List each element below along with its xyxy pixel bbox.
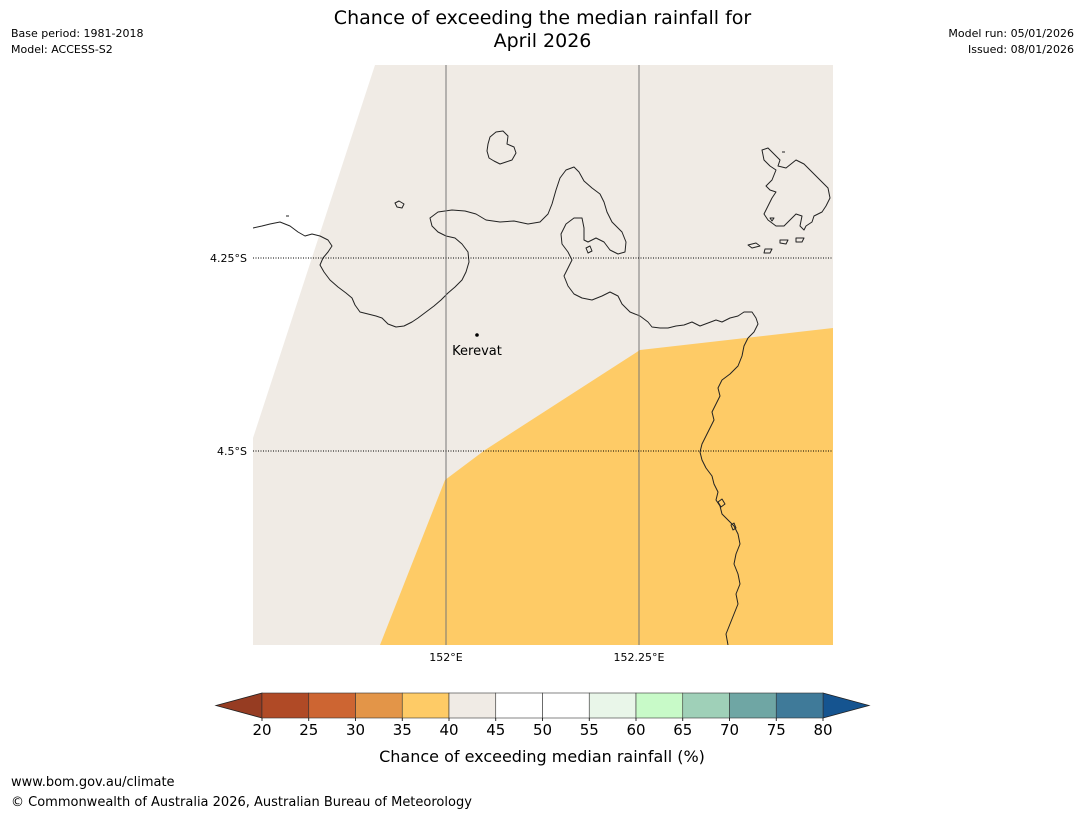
town-label: Kerevat: [452, 344, 502, 359]
map-title: Chance of exceeding the median rainfall …: [0, 7, 1085, 53]
issued-date: Issued: 08/01/2026: [967, 43, 1074, 56]
colorbar-tick-label: 40: [439, 721, 458, 739]
metadata-right: Model run: 05/01/2026 Issued: 08/01/2026: [948, 26, 1074, 58]
graticule: [253, 65, 833, 645]
base-period: Base period: 1981-2018: [11, 27, 144, 40]
colorbar-cell: [355, 692, 403, 719]
colorbar-cell: [775, 692, 824, 719]
coastline-islet: [747, 242, 761, 249]
colorbar: 20 25 30 35 40 45 50 55 60 65 70 75 80: [214, 692, 871, 739]
coastline-islet: [730, 522, 737, 531]
coastline-island-north: [486, 130, 517, 165]
colorbar-cell: [542, 692, 590, 719]
colorbar-cell: [635, 692, 684, 719]
coastline-islet: [769, 217, 775, 222]
colorbar-cell: [448, 692, 497, 719]
colorbar-label: Chance of exceeding median rainfall (%): [379, 747, 705, 766]
colorbar-tick-label: 30: [346, 721, 365, 739]
model-run: Model run: 05/01/2026: [948, 27, 1074, 40]
colorbar-tick-label: 75: [767, 721, 786, 739]
model-name: Model: ACCESS-S2: [11, 43, 113, 56]
probability-region-35-40: [380, 328, 833, 645]
town-marker: [475, 333, 479, 337]
longitude-label: 152°E: [429, 651, 462, 664]
metadata-left: Base period: 1981-2018 Model: ACCESS-S2: [11, 26, 143, 58]
title-line-1: Chance of exceeding the median rainfall …: [333, 7, 752, 29]
colorbar-tick-label: 55: [580, 721, 599, 739]
colorbar-tick-label: 60: [626, 721, 645, 739]
coastline: [253, 130, 831, 645]
coastline-southeast: [699, 337, 749, 645]
coastline-islet: [717, 498, 726, 508]
coastline-islands-northeast: [761, 147, 831, 231]
coastline-islet: [585, 245, 593, 254]
colorbar-cell: [588, 692, 637, 719]
colorbar-tick-label: 50: [533, 721, 552, 739]
coastline-islet: [394, 200, 405, 209]
coastline-islet: [763, 248, 773, 254]
colorbar-under-arrow: [214, 692, 263, 719]
colorbar-cell: [682, 692, 730, 719]
footer-url[interactable]: www.bom.gov.au/climate: [11, 775, 175, 790]
coastline-islet: [779, 239, 789, 245]
longitude-label: 152.25°E: [614, 651, 665, 664]
colorbar-tick-label: 70: [720, 721, 739, 739]
colorbar-tick-label: 45: [486, 721, 505, 739]
colorbar-tick-label: 65: [673, 721, 692, 739]
coastline-main: [253, 166, 759, 339]
map-panel: Kerevat: [253, 65, 833, 645]
latitude-label: 4.25°S: [210, 252, 247, 265]
colorbar-cell: [401, 692, 450, 719]
colorbar-cell: [261, 692, 310, 719]
colorbar-tick-label: 20: [252, 721, 271, 739]
footer-copyright: © Commonwealth of Australia 2026, Austra…: [11, 795, 472, 810]
latitude-label: 4.5°S: [217, 445, 247, 458]
coastline-islet: [795, 237, 805, 243]
colorbar-tick-label: 80: [813, 721, 832, 739]
colorbar-tick-label: 35: [393, 721, 412, 739]
colorbar-tick-label: 25: [299, 721, 318, 739]
colorbar-cell: [729, 692, 777, 719]
colorbar-cell: [308, 692, 356, 719]
colorbar-cell: [495, 692, 543, 719]
title-line-2: April 2026: [493, 30, 592, 52]
colorbar-over-arrow: [822, 692, 871, 719]
